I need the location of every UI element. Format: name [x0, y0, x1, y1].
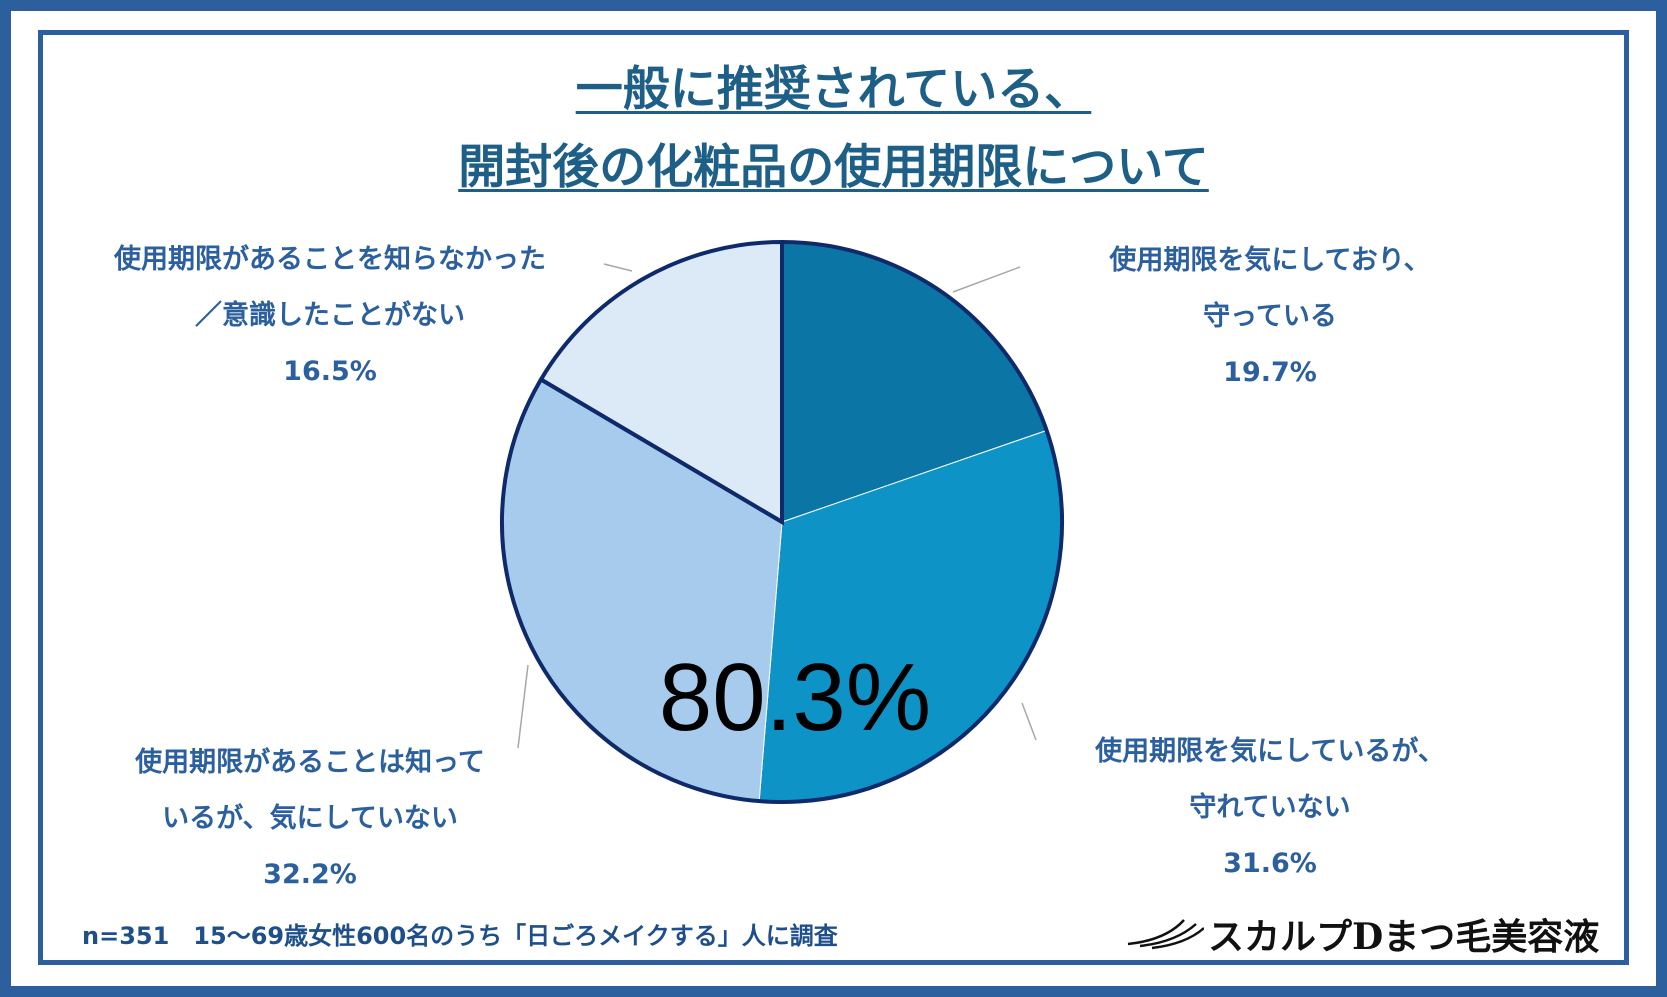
label-slice-3-line1: 使用期限があることは知って [135, 747, 485, 778]
label-slice-4-value: 16.5% [283, 356, 377, 387]
label-slice-4: 使用期限があることを知らなかった ／意識したことがない 16.5% [80, 232, 580, 400]
combined-percentage: 80.3% [658, 644, 932, 751]
label-slice-3: 使用期限があることは知って いるが、気にしていない 32.2% [90, 735, 530, 903]
label-slice-4-line1: 使用期限があることを知らなかった [114, 244, 546, 275]
label-slice-1-value: 19.7% [1223, 357, 1317, 388]
label-slice-1-line1: 使用期限を気にしており、 [1109, 245, 1431, 276]
survey-footnote: n=351 15～69歳女性600名のうち「日ごろメイクする」人に調査 [82, 922, 838, 950]
label-slice-1: 使用期限を気にしており、 守っている 19.7% [1080, 233, 1460, 401]
leader-line-4 [603, 263, 633, 272]
leader-line-1 [952, 266, 1021, 293]
label-slice-3-line2: いるが、気にしていない [162, 803, 458, 834]
label-slice-3-value: 32.2% [263, 859, 357, 890]
label-slice-1-line2: 守っている [1203, 301, 1337, 332]
leader-line-3 [517, 664, 529, 749]
leader-line-2 [1021, 702, 1037, 741]
remaining-outline [538, 239, 784, 526]
chart-title-line1: 一般に推奨されている、 [575, 62, 1092, 117]
label-slice-2: 使用期限を気にしているが、 守れていない 31.6% [1060, 724, 1480, 892]
label-slice-2-value: 31.6% [1223, 848, 1317, 879]
inner-frame [38, 30, 1629, 965]
brand-name: スカルプDまつ毛美容液 [1208, 916, 1600, 958]
highlight-outline [500, 239, 1064, 804]
label-slice-2-line1: 使用期限を気にしているが、 [1095, 736, 1445, 767]
label-slice-2-line2: 守れていない [1189, 792, 1351, 823]
eyelash-icon [1127, 919, 1204, 950]
label-slice-4-line2: ／意識したことがない [195, 300, 465, 331]
chart-title-line2: 開封後の化粧品の使用期限について [458, 140, 1209, 195]
